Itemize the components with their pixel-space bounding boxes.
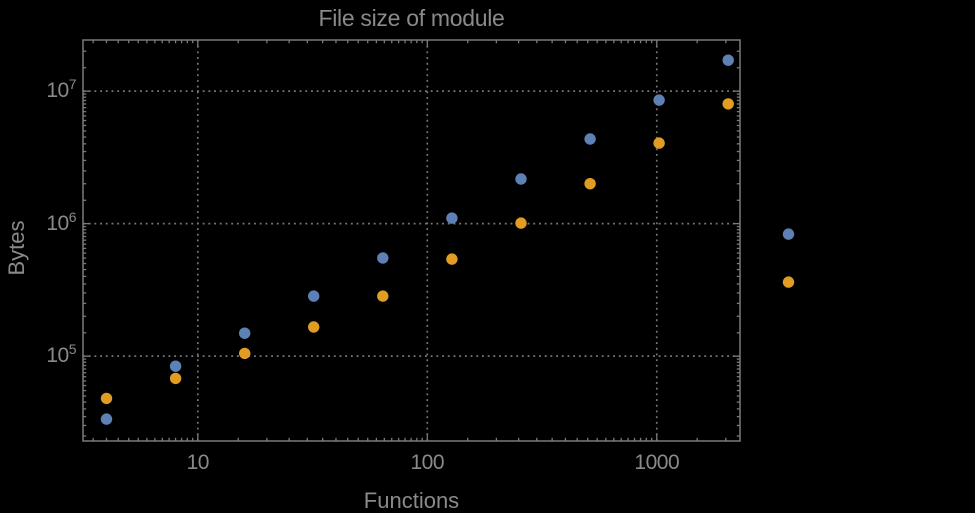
data-point-series-blue xyxy=(308,290,320,302)
data-point-series-orange xyxy=(169,372,182,385)
x-tick-label: 100 xyxy=(410,451,445,474)
data-point-series-orange xyxy=(239,347,251,360)
data-point-series-blue xyxy=(653,94,665,106)
x-axis-label: Functions xyxy=(363,488,460,513)
data-point-series-blue xyxy=(515,173,527,185)
data-point-series-blue xyxy=(782,228,795,240)
data-point-series-blue xyxy=(100,413,113,425)
data-point-series-blue xyxy=(239,327,251,339)
data-point-series-blue xyxy=(446,212,458,224)
y-tick-label: 105 xyxy=(46,341,76,368)
data-point-series-blue xyxy=(584,133,596,145)
y-tick-label: 106 xyxy=(46,208,76,235)
data-point-series-blue xyxy=(377,252,389,264)
data-point-series-orange xyxy=(653,137,665,149)
data-point-series-orange xyxy=(722,98,734,110)
data-point-series-orange xyxy=(446,253,458,265)
data-point-series-orange xyxy=(100,392,113,405)
x-tick-label: 1000 xyxy=(634,451,680,474)
y-tick-label: 107 xyxy=(46,76,76,103)
data-point-series-blue xyxy=(169,360,182,372)
chart-title: File size of module xyxy=(318,5,505,31)
data-point-series-orange xyxy=(584,178,596,190)
data-point-series-orange xyxy=(782,276,795,288)
data-point-series-orange xyxy=(377,290,389,302)
plot-frame xyxy=(82,39,741,442)
data-point-series-orange xyxy=(515,217,527,229)
x-tick-label: 10 xyxy=(186,451,210,474)
data-point-series-blue xyxy=(722,54,734,66)
data-point-series-orange xyxy=(308,321,320,333)
